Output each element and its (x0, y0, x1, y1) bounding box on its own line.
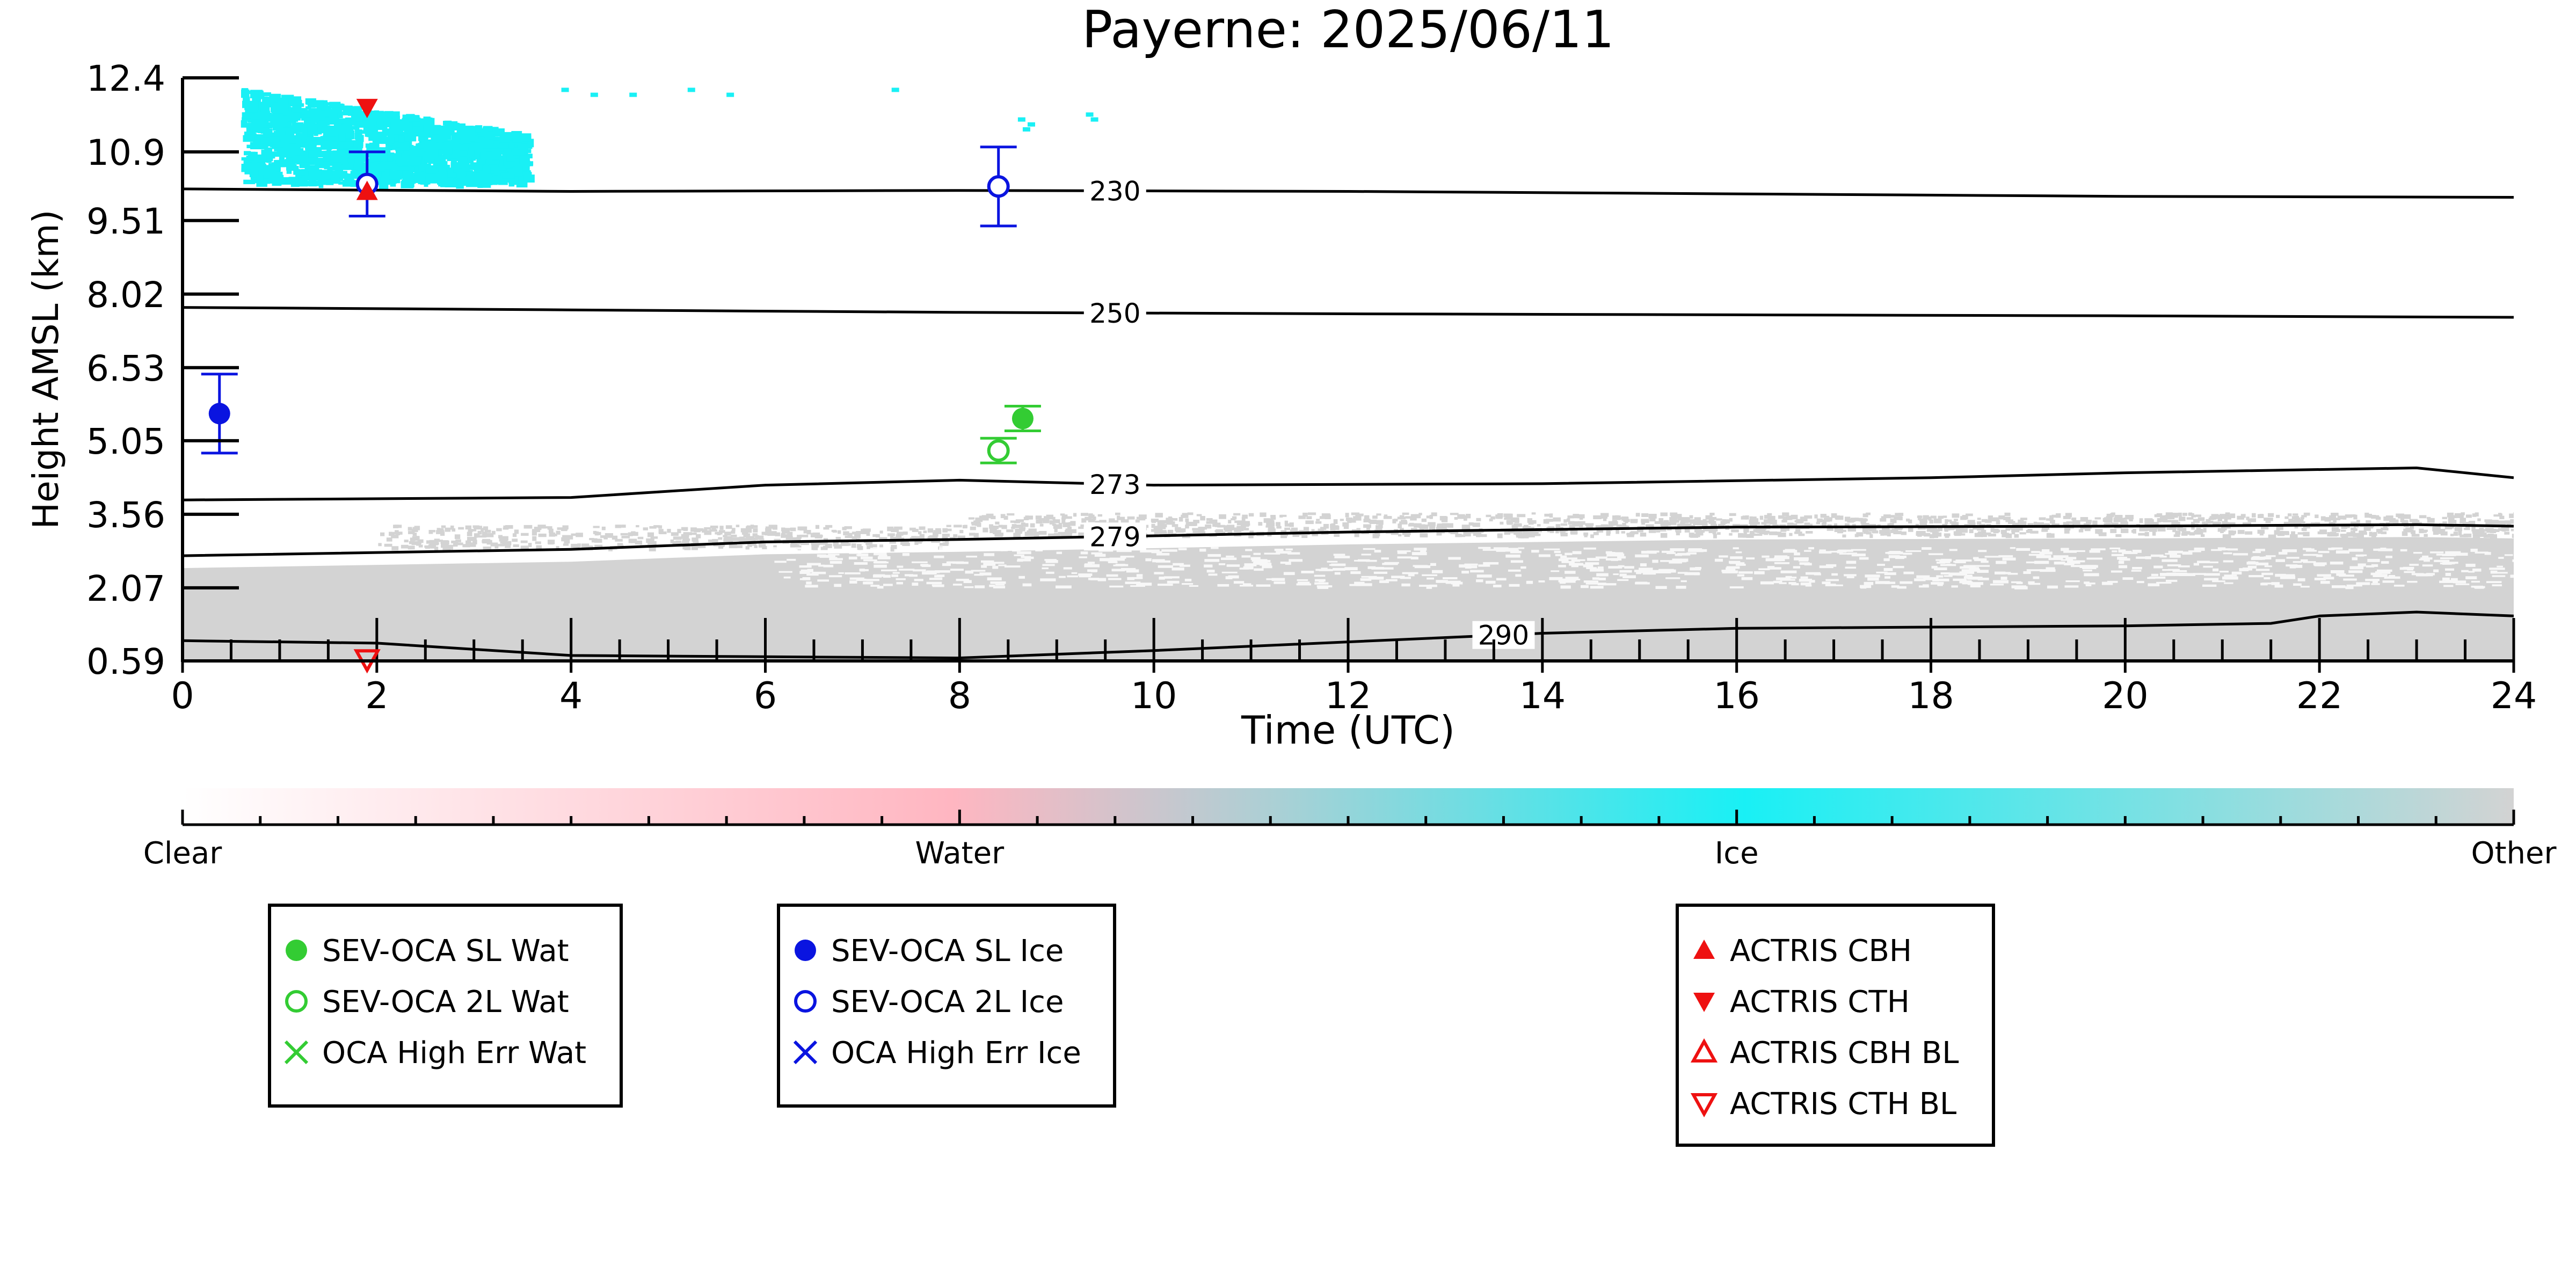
legend-item: ACTRIS CTH (1693, 985, 1910, 1020)
y-tick-label: 8.02 (86, 274, 165, 316)
point-marker (356, 180, 378, 200)
point-marker (1693, 940, 1715, 959)
y-tick-label: 10.9 (86, 132, 165, 173)
x-tick-label: 0 (171, 675, 194, 717)
colorbar-label-clear: Clear (143, 836, 222, 871)
y-tick-label: 6.53 (86, 348, 165, 389)
x-tick-label: 16 (1713, 675, 1760, 717)
legend-label: ACTRIS CBH BL (1730, 1036, 1959, 1071)
point-marker (1012, 407, 1034, 430)
series-sev-oca-sl-wat (1004, 405, 1041, 432)
legend-item: ACTRIS CBH (1693, 934, 1912, 969)
legend-item: OCA High Err Ice (793, 1036, 1081, 1071)
legend-label: OCA High Err Ice (831, 1036, 1081, 1071)
y-tick-label: 5.05 (86, 421, 165, 462)
x-tick-label: 2 (365, 675, 388, 717)
legend-label: SEV-OCA SL Wat (322, 934, 569, 969)
legend-label: ACTRIS CTH BL (1730, 1087, 1956, 1122)
legend-item: SEV-OCA SL Ice (795, 934, 1064, 969)
legend-label: SEV-OCA SL Ice (831, 934, 1064, 969)
x-tick-label: 20 (2102, 675, 2149, 717)
legend-item: SEV-OCA 2L Ice (794, 985, 1064, 1020)
legend-box-3: ACTRIS CBH ACTRIS CTH ACTRIS CBH BL ACTRIS … (1676, 904, 1995, 1147)
legend-item: SEV-OCA SL Wat (286, 934, 569, 969)
chart-title: Payerne: 2025/06/11 (1082, 1, 1614, 60)
legend-label: SEV-OCA 2L Wat (322, 985, 569, 1020)
legend-label: ACTRIS CTH (1730, 985, 1910, 1020)
point-marker (794, 990, 817, 1013)
legend-box-1: SEV-OCA SL Wat SEV-OCA 2L Wat OCA High Err… (268, 904, 623, 1108)
colorbar: Clear Water Ice Other (143, 788, 2557, 871)
point-marker (208, 403, 230, 425)
contour-label-230: 230 (1089, 176, 1140, 207)
legend-item: OCA High Err Wat (284, 1036, 586, 1071)
legend-item: ACTRIS CTH BL (1690, 1087, 1956, 1122)
x-tick-label: 10 (1131, 675, 1177, 717)
legend-label: OCA High Err Wat (322, 1036, 586, 1071)
x-tick-label: 24 (2491, 675, 2537, 717)
legend-frame (268, 904, 623, 1108)
x-tick-label: 6 (754, 675, 777, 717)
contour-230 (183, 187, 2514, 199)
colorbar-label-other: Other (2471, 836, 2557, 871)
legend-label: ACTRIS CBH (1730, 934, 1912, 969)
point-marker (1693, 993, 1715, 1012)
x-tick-label: 18 (1908, 675, 1954, 717)
point-marker (284, 1040, 309, 1065)
point-marker (793, 1040, 818, 1065)
point-marker (795, 940, 816, 961)
x-tick-label: 4 (559, 675, 583, 717)
contour-279 (183, 523, 2514, 557)
contour-label-273: 273 (1089, 469, 1140, 500)
data-points (201, 99, 1041, 674)
axes: 0 2 4 6 8 10 12 14 16 18 20 22 240.592.073.565.056.5… (86, 58, 2537, 717)
contour-250 (183, 306, 2514, 319)
x-tick-label: 14 (1519, 675, 1566, 717)
legend-item: SEV-OCA 2L Wat (285, 985, 569, 1020)
legends: SEV-OCA SL Wat SEV-OCA 2L Wat OCA High Err… (268, 904, 1995, 1147)
legend-frame (1676, 904, 1995, 1147)
point-marker (1690, 1038, 1718, 1063)
colorbar-label-water: Water (915, 836, 1005, 871)
minor-ticks (181, 618, 2515, 661)
y-tick-label: 2.07 (86, 568, 165, 609)
y-tick-label: 0.59 (86, 641, 165, 682)
series-sev-oca-2l-wat (980, 436, 1017, 464)
series-actris-cth (356, 99, 378, 119)
contour-label-279: 279 (1089, 521, 1140, 552)
point-marker (286, 940, 307, 961)
point-marker (987, 175, 1010, 198)
contour-290 (183, 610, 2514, 660)
y-tick-label: 9.51 (86, 201, 165, 242)
colorbar-label-ice: Ice (1715, 836, 1759, 871)
contour-label-250: 250 (1089, 298, 1140, 329)
legend-item: ACTRIS CBH BL (1690, 1036, 1959, 1071)
point-marker (356, 99, 378, 119)
y-tick-label: 3.56 (86, 494, 165, 536)
contour-273 (183, 466, 2514, 501)
temperature-contours: 230 250 273 279 290 (183, 176, 2514, 660)
y-axis-label: Height AMSL (km) (25, 210, 67, 529)
point-marker (285, 990, 308, 1013)
series-actris-cbh (356, 180, 378, 200)
legend-label: SEV-OCA 2L Ice (831, 985, 1064, 1020)
ice-class-region (241, 88, 1098, 190)
cloud-regions (183, 88, 2514, 661)
legend-box-2: SEV-OCA SL Ice SEV-OCA 2L Ice OCA High Err… (777, 904, 1116, 1108)
x-tick-label: 8 (948, 675, 971, 717)
x-axis-label: Time (UTC) (1241, 708, 1455, 753)
legend-frame (777, 904, 1116, 1108)
point-marker (1690, 1093, 1718, 1118)
y-tick-label: 12.4 (86, 58, 165, 99)
contour-label-290: 290 (1478, 620, 1529, 651)
point-marker (987, 439, 1010, 462)
x-tick-label: 12 (1325, 675, 1372, 717)
x-tick-label: 22 (2296, 675, 2343, 717)
